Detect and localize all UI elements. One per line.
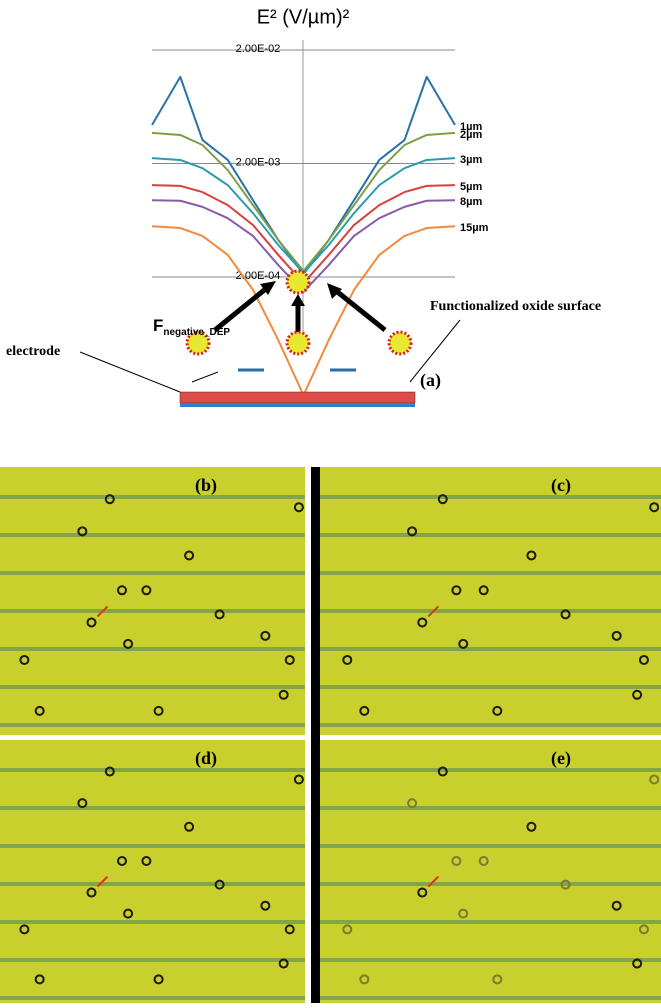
- stripe: [320, 958, 661, 962]
- micrograph: [0, 740, 305, 1003]
- stripe: [0, 806, 305, 810]
- stripe: [0, 844, 305, 848]
- particle: [287, 271, 309, 293]
- stripe: [320, 685, 661, 689]
- stripe: [0, 647, 305, 651]
- force-symbol: F: [153, 316, 163, 335]
- micrograph: [320, 467, 661, 735]
- legend-label: 15µm: [460, 222, 489, 234]
- stripe: [320, 996, 661, 1000]
- substrate: [180, 403, 415, 407]
- stripe: [0, 958, 305, 962]
- stripe: [320, 647, 661, 651]
- stripe: [320, 571, 661, 575]
- y-tick-label: 2.00E-02: [236, 43, 281, 55]
- stripe: [320, 609, 661, 613]
- arrow: [335, 290, 385, 330]
- divider: [311, 467, 320, 1003]
- stripe: [320, 844, 661, 848]
- micrographs: (b) (c) (d) (e): [0, 467, 661, 1003]
- legend-label: 3µm: [460, 154, 482, 166]
- stripe: [320, 768, 661, 772]
- annotation: electrode: [6, 344, 60, 359]
- stripe: [320, 882, 661, 886]
- micrograph: [0, 467, 305, 735]
- micrograph: [320, 740, 661, 1003]
- pointer: [80, 352, 180, 392]
- stripe: [0, 533, 305, 537]
- stripe: [0, 609, 305, 613]
- stripe: [320, 723, 661, 727]
- arrow: [215, 287, 268, 330]
- force-label: Fnegative_DEP: [153, 316, 230, 337]
- stripe: [0, 685, 305, 689]
- annotation: Functionalized oxide surface: [430, 299, 601, 314]
- schematic: Fnegative_DEP Functionalized oxide surfa…: [6, 271, 601, 407]
- y-tick-label: 2.00E-03: [236, 156, 281, 168]
- stripe: [320, 920, 661, 924]
- panel-label: (a): [420, 370, 441, 391]
- particle: [287, 332, 309, 354]
- stripe: [0, 723, 305, 727]
- panel-label: (d): [195, 748, 217, 769]
- legend-label: 2µm: [460, 129, 482, 141]
- stripe: [0, 882, 305, 886]
- panel-label: (b): [195, 475, 217, 496]
- stripe: [0, 571, 305, 575]
- stripe: [0, 495, 305, 499]
- electrode-bar: [180, 392, 415, 403]
- pointer: [192, 372, 218, 382]
- stripe: [0, 996, 305, 1000]
- force-subscript: negative_DEP: [163, 327, 230, 338]
- particle: [389, 332, 411, 354]
- stripe: [0, 920, 305, 924]
- stripe: [320, 806, 661, 810]
- figure: E² (V/µm)² 2.00E-022.00E-032.00E-04 Fneg…: [0, 0, 661, 1003]
- stripe: [320, 533, 661, 537]
- legend-label: 8µm: [460, 196, 482, 208]
- legend-label: 5µm: [460, 181, 482, 193]
- panel-label: (e): [551, 748, 571, 769]
- stripe: [320, 495, 661, 499]
- panel-label: (c): [551, 475, 571, 496]
- chart-title: E² (V/µm)²: [257, 6, 350, 28]
- stripe: [0, 768, 305, 772]
